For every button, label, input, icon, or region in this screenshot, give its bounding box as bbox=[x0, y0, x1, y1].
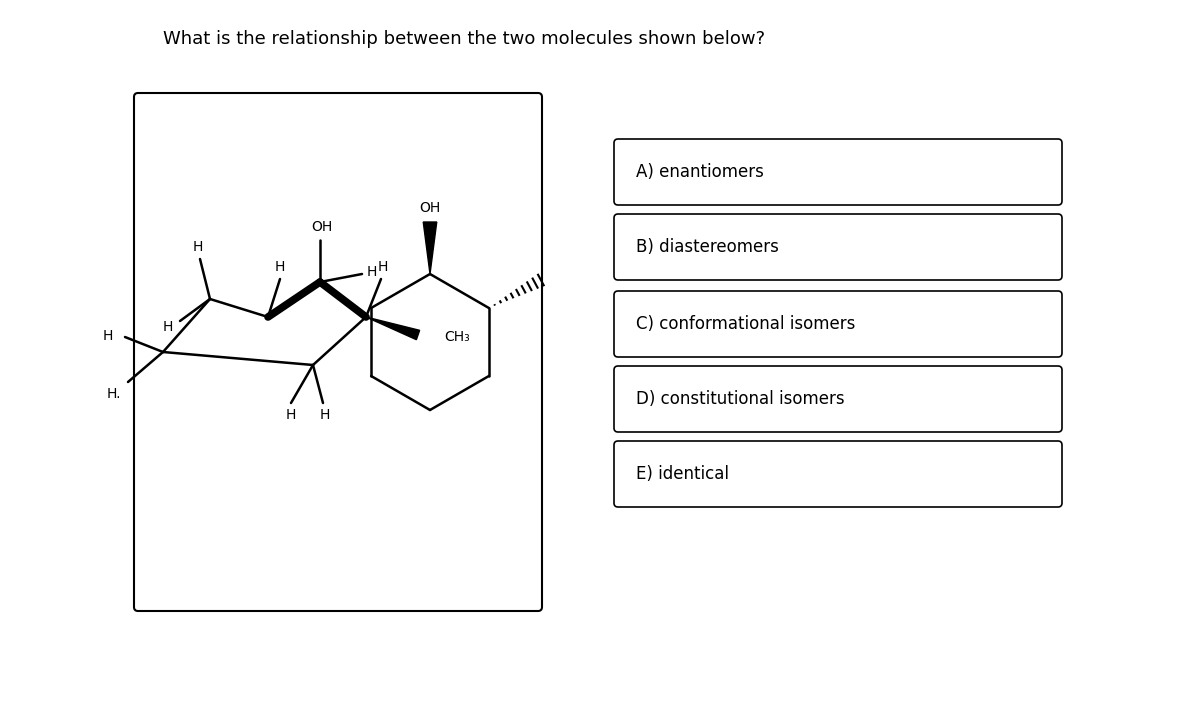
FancyBboxPatch shape bbox=[614, 291, 1062, 357]
FancyBboxPatch shape bbox=[614, 139, 1062, 205]
Text: H: H bbox=[163, 320, 173, 334]
Text: H: H bbox=[320, 408, 330, 422]
Polygon shape bbox=[424, 222, 437, 274]
Text: H: H bbox=[378, 260, 388, 274]
Text: What is the relationship between the two molecules shown below?: What is the relationship between the two… bbox=[163, 30, 766, 48]
Text: H.: H. bbox=[107, 387, 121, 401]
Text: D) constitutional isomers: D) constitutional isomers bbox=[636, 390, 845, 408]
Text: H: H bbox=[193, 240, 203, 254]
Text: CH₃: CH₃ bbox=[444, 330, 469, 344]
Text: E) identical: E) identical bbox=[636, 465, 730, 483]
Text: H: H bbox=[367, 265, 377, 279]
Text: H: H bbox=[286, 408, 296, 422]
Text: OH: OH bbox=[311, 220, 332, 234]
Text: C) conformational isomers: C) conformational isomers bbox=[636, 315, 856, 333]
FancyBboxPatch shape bbox=[614, 441, 1062, 507]
Text: H: H bbox=[275, 260, 286, 274]
FancyBboxPatch shape bbox=[614, 366, 1062, 432]
FancyBboxPatch shape bbox=[614, 214, 1062, 280]
Text: H: H bbox=[103, 329, 113, 343]
Text: B) diastereomers: B) diastereomers bbox=[636, 238, 779, 256]
FancyBboxPatch shape bbox=[134, 93, 542, 611]
Text: A) enantiomers: A) enantiomers bbox=[636, 163, 764, 181]
Text: OH: OH bbox=[419, 201, 440, 215]
Polygon shape bbox=[366, 317, 420, 340]
